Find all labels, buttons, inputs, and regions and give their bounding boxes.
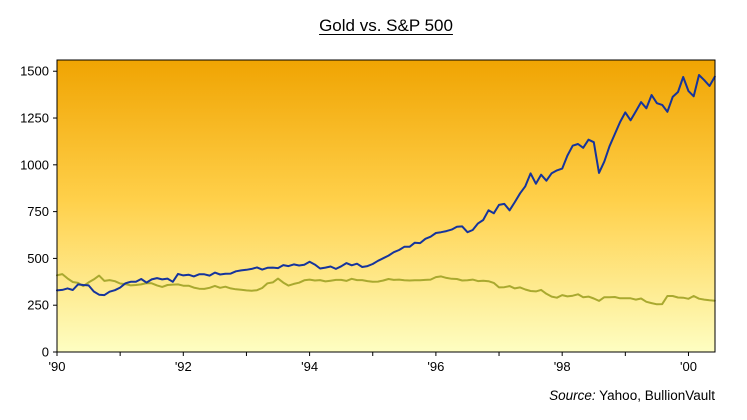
svg-text:'94: '94 xyxy=(301,359,318,374)
svg-text:1500: 1500 xyxy=(20,64,49,79)
svg-text:'90: '90 xyxy=(49,359,66,374)
source-label: Source: xyxy=(549,388,596,403)
source-note: Source: Yahoo, BullionVault xyxy=(549,388,715,403)
svg-text:0: 0 xyxy=(42,345,49,360)
svg-text:'00: '00 xyxy=(680,359,697,374)
chart-title: Gold vs. S&P 500 xyxy=(319,16,453,35)
svg-text:750: 750 xyxy=(27,204,49,219)
svg-text:1250: 1250 xyxy=(20,111,49,126)
svg-text:250: 250 xyxy=(27,298,49,313)
source-value: Yahoo, BullionVault xyxy=(595,388,715,403)
svg-text:500: 500 xyxy=(27,251,49,266)
svg-text:'98: '98 xyxy=(554,359,571,374)
svg-text:'92: '92 xyxy=(175,359,192,374)
svg-text:1000: 1000 xyxy=(20,157,49,172)
svg-text:'96: '96 xyxy=(427,359,444,374)
